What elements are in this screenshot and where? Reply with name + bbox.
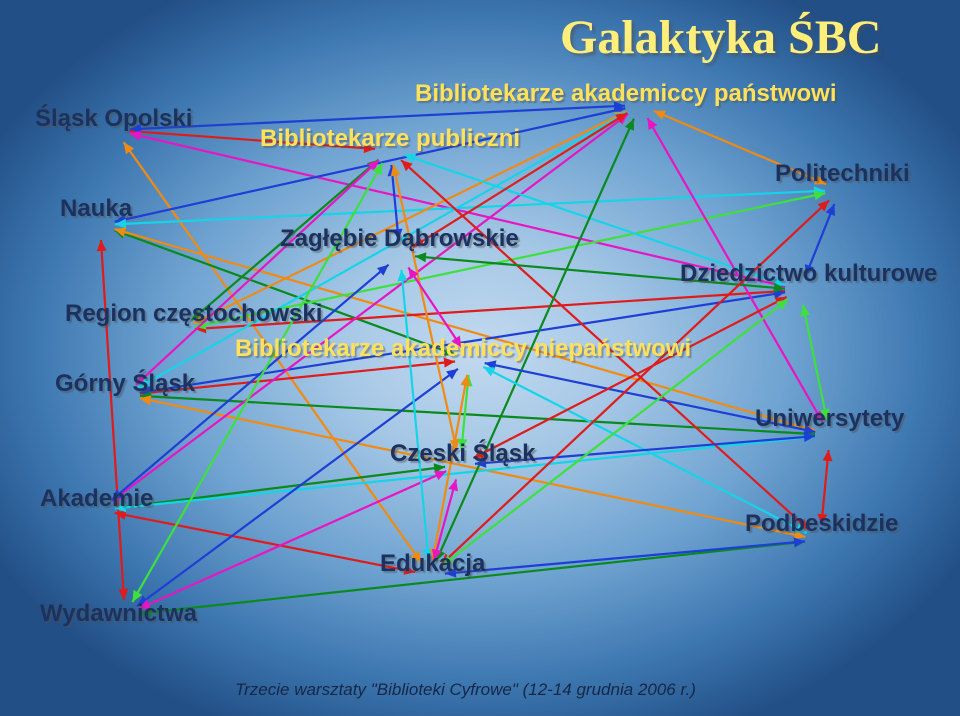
edge-edukacja-podbeskidzie bbox=[445, 537, 805, 577]
diagram-stage: Śląsk Opolski Nauka Region częstochowski Gó… bbox=[0, 0, 960, 716]
node-gorny_slask: Górny Śląsk bbox=[55, 370, 195, 398]
edge-nauka-wydawnictwa bbox=[97, 240, 129, 600]
node-bib_publiczni: Bibliotekarze publiczni bbox=[260, 125, 520, 153]
edge-czeski_slask-dziedzictwo bbox=[473, 297, 786, 458]
node-edukacja: Edukacja bbox=[380, 550, 485, 578]
edge-akademie-edukacja bbox=[115, 510, 416, 575]
node-region_cz: Region częstochowski bbox=[65, 300, 322, 328]
node-nauka: Nauka bbox=[60, 195, 132, 223]
node-akademie: Akademie bbox=[40, 485, 153, 513]
node-bib_ak_niepan: Bibliotekarze akademiccy niepaństwowi bbox=[235, 335, 691, 363]
node-dziedzictwo: Dziedzictwo kulturowe bbox=[680, 260, 937, 288]
node-slask_opolski: Śląsk Opolski bbox=[35, 105, 192, 133]
node-wydawnictwa: Wydawnictwa bbox=[40, 600, 197, 628]
edge-uniwersytety-dziedzictwo bbox=[800, 305, 829, 421]
footer-caption: Trzecie warsztaty "Biblioteki Cyfrowe" (… bbox=[235, 680, 696, 700]
edge-gorny_slask-uniwersytety bbox=[140, 391, 815, 438]
node-zaglebie: Zagłębie Dąbrowskie bbox=[280, 225, 519, 253]
diagram-title: Galaktyka ŚBC bbox=[560, 10, 881, 65]
node-podbeskidzie: Podbeskidzie bbox=[745, 510, 898, 538]
node-bib_ak_panstw: Bibliotekarze akademiccy państwowi bbox=[415, 80, 837, 108]
node-politechniki: Politechniki bbox=[775, 160, 910, 188]
node-uniwersytety: Uniwersytety bbox=[755, 405, 904, 433]
node-czeski_slask: Czeski Śląsk bbox=[390, 440, 535, 468]
